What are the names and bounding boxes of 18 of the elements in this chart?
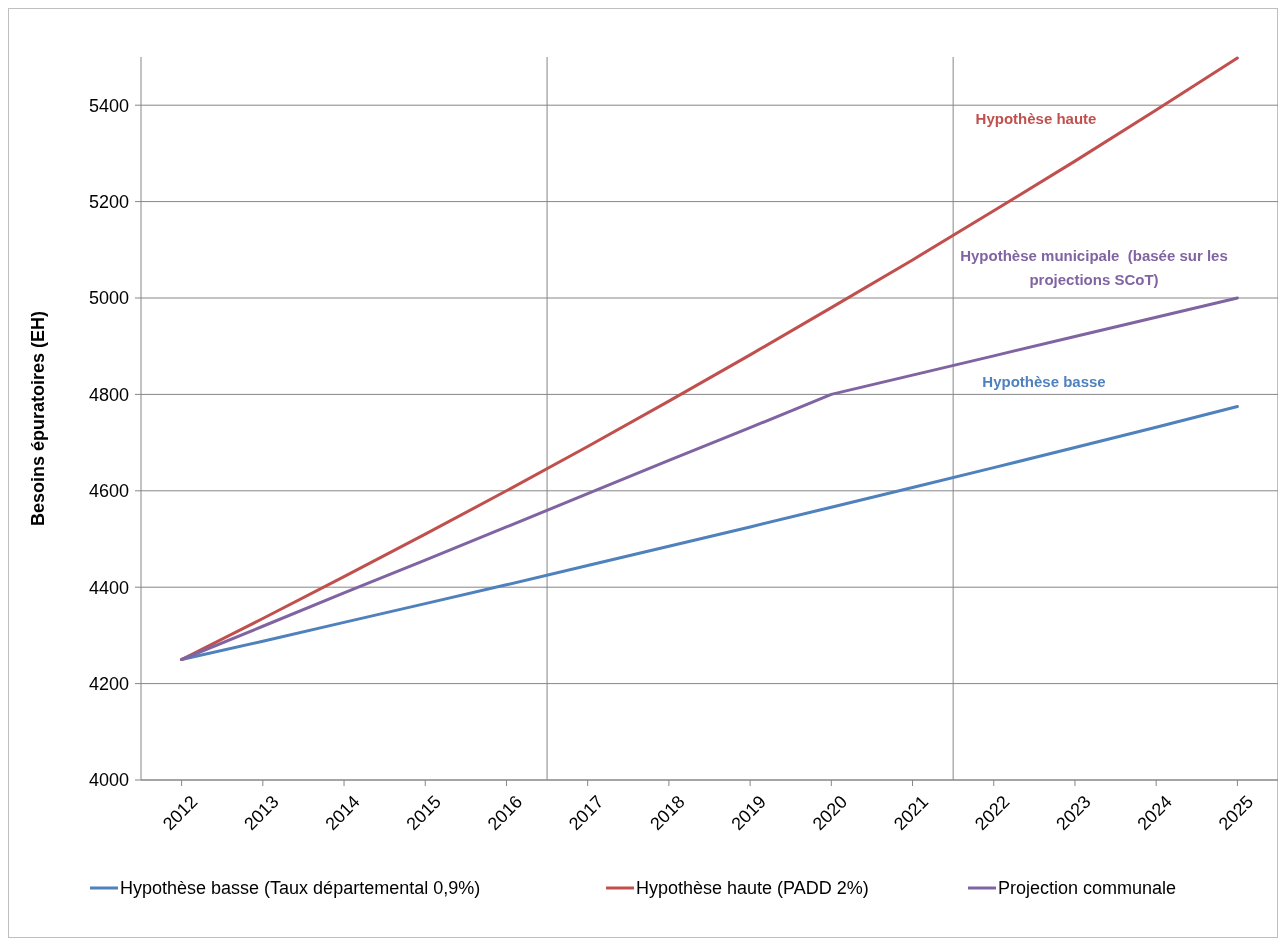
y-tick-label: 5400 <box>88 95 129 116</box>
legend-label: Projection communale <box>998 878 1177 899</box>
y-tick-label: 5200 <box>88 191 129 212</box>
y-axis-title: Besoins épuratoires (EH) <box>28 310 48 527</box>
legend-label: Hypothèse haute (PADD 2%) <box>636 878 869 899</box>
annotation: Hypothèse municipale (basée sur les projections SCoT) <box>960 247 1228 288</box>
line-series <box>180 296 1239 661</box>
line-series <box>180 56 1239 661</box>
annotation: Hypothèse basse <box>982 373 1106 390</box>
y-tick-label: 4600 <box>88 481 129 502</box>
annotation: Hypothèse haute <box>975 110 1097 127</box>
y-tick-label: 5000 <box>88 288 129 309</box>
line-series <box>180 404 1239 661</box>
y-tick-label: 4200 <box>88 673 129 694</box>
legend-label: Hypothèse basse (Taux départemental 0,9%) <box>120 878 481 899</box>
y-tick-label: 4400 <box>88 577 129 598</box>
y-tick-label: 4800 <box>88 384 129 405</box>
y-tick-label: 4000 <box>88 770 129 791</box>
